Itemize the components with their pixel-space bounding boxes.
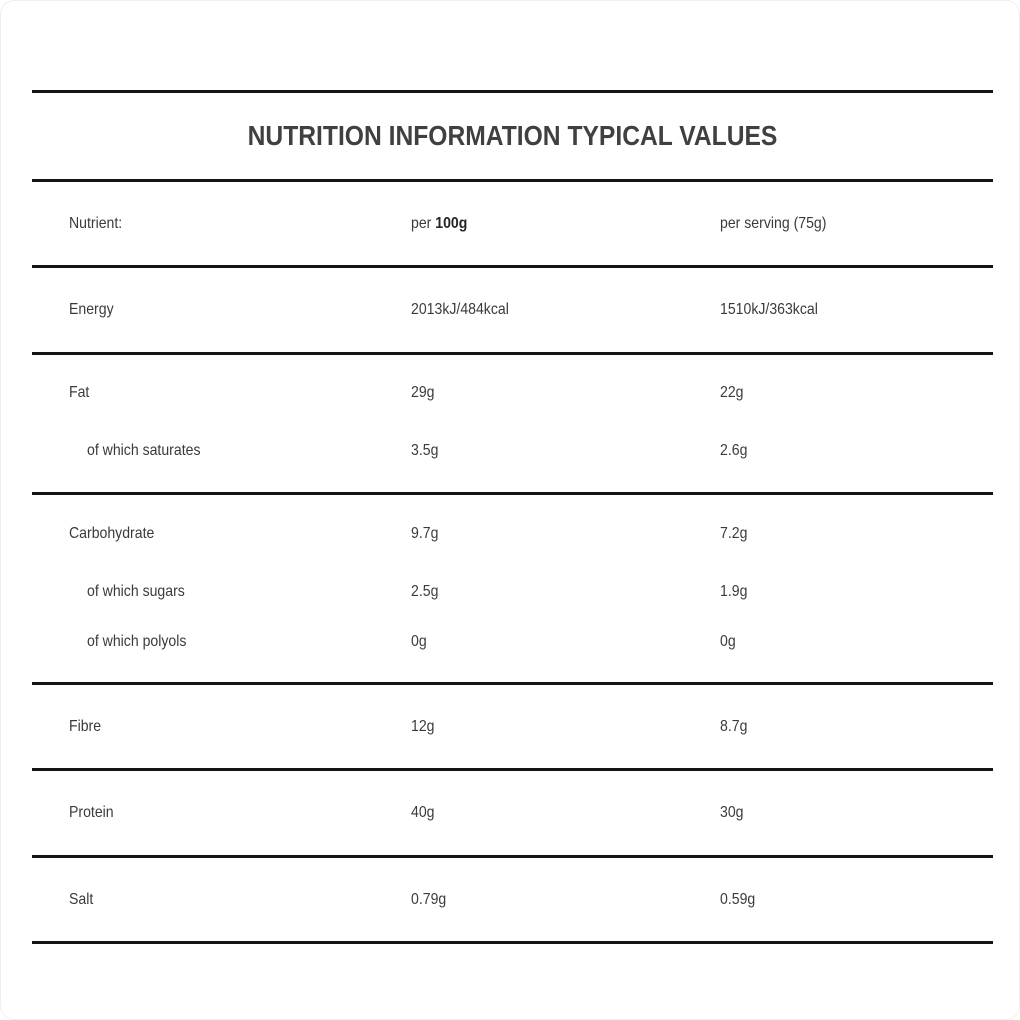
table-row: of which sugars 2.5g 1.9g <box>32 564 993 620</box>
group-carbohydrate: Carbohydrate 9.7g 7.2g of which sugars 2… <box>32 495 993 682</box>
per-100g-amount: 100g <box>435 214 468 232</box>
table-title: NUTRITION INFORMATION TYPICAL VALUES <box>247 120 778 151</box>
group-protein: Protein 40g 30g <box>32 771 993 855</box>
group-fibre: Fibre 12g 8.7g <box>32 685 993 768</box>
nutrient-name: Fibre <box>69 717 102 735</box>
per-100g-value: 3.5g <box>411 442 439 459</box>
table-rule <box>32 855 993 858</box>
table-rule <box>32 682 993 685</box>
nutrient-name: Salt <box>69 890 94 908</box>
per-serving-value: 0.59g <box>720 890 756 908</box>
table-rule <box>32 352 993 355</box>
table-row: Salt 0.79g 0.59g <box>32 858 993 941</box>
per-100g-value: 9.7g <box>411 525 439 542</box>
per-100g-value: 12g <box>411 717 435 735</box>
table-row: of which polyols 0g 0g <box>32 614 993 670</box>
per-100g-value: 0g <box>411 633 427 650</box>
per-serving-value: 7.2g <box>720 525 748 542</box>
per-100g-value: 40g <box>411 804 435 821</box>
group-energy: Energy 2013kJ/484kcal 1510kJ/363kcal <box>32 268 993 352</box>
table-rule <box>32 179 993 182</box>
per-100g-header: per 100g <box>411 215 467 233</box>
header-row: Nutrient: per 100g per serving (75g) <box>32 182 993 265</box>
table-rule <box>32 941 993 944</box>
table-row: Fibre 12g 8.7g <box>32 685 993 768</box>
nutrient-name: Protein <box>69 804 114 821</box>
per-serving-value: 22g <box>720 384 744 401</box>
nutrient-name: Energy <box>69 301 114 318</box>
group-salt: Salt 0.79g 0.59g <box>32 858 993 941</box>
table-rule <box>32 90 993 93</box>
per-100g-value: 29g <box>411 384 435 401</box>
per-serving-value: 0g <box>720 633 736 650</box>
nutrient-name: Carbohydrate <box>69 525 155 542</box>
nutrient-name: Fat <box>69 384 90 401</box>
table-row: Energy 2013kJ/484kcal 1510kJ/363kcal <box>32 268 993 352</box>
per-100g-prefix: per <box>411 214 436 232</box>
table-row: of which saturates 3.5g 2.6g <box>32 423 993 479</box>
nutrient-name: of which sugars <box>87 583 185 600</box>
nutrient-name: of which saturates <box>87 442 201 459</box>
per-serving-value: 30g <box>720 804 744 821</box>
per-100g-value: 2013kJ/484kcal <box>411 301 509 318</box>
per-100g-value: 0.79g <box>411 890 447 908</box>
per-serving-value: 1510kJ/363kcal <box>720 301 818 318</box>
per-serving-value: 2.6g <box>720 442 748 459</box>
nutrient-header: Nutrient: <box>69 214 123 232</box>
per-serving-header: per serving (75g) <box>720 214 827 232</box>
per-serving-value: 1.9g <box>720 583 748 600</box>
group-fat: Fat 29g 22g of which saturates 3.5g 2.6g <box>32 355 993 492</box>
table-row: Carbohydrate 9.7g 7.2g <box>32 506 993 562</box>
table-row: Fat 29g 22g <box>32 365 993 421</box>
per-100g-value: 2.5g <box>411 583 439 600</box>
table-rule <box>32 265 993 268</box>
table-rule <box>32 768 993 771</box>
table-rule <box>32 492 993 495</box>
nutrient-name: of which polyols <box>87 633 187 650</box>
per-serving-value: 8.7g <box>720 717 748 735</box>
nutrition-table: NUTRITION INFORMATION TYPICAL VALUES Nut… <box>32 90 993 944</box>
table-row: Protein 40g 30g <box>32 771 993 855</box>
